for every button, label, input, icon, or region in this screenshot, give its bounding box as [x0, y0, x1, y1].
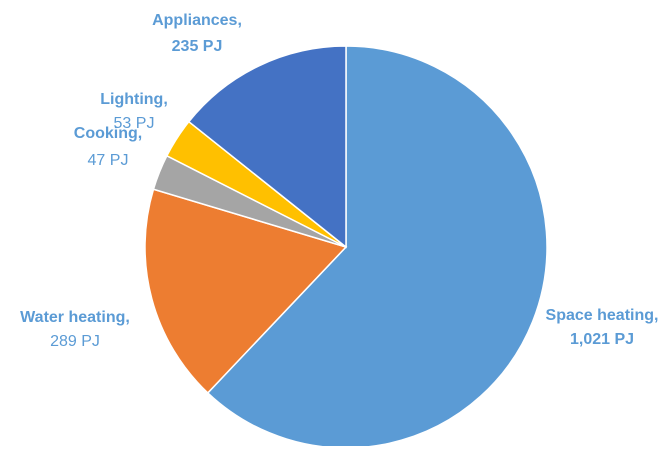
- data-label-lighting: Lighting, 53 PJ: [100, 91, 168, 132]
- data-label-name-cooking: Cooking,: [74, 125, 142, 142]
- data-label-name-space-heating: Space heating,: [546, 307, 659, 324]
- data-label-value-space-heating: 1,021 PJ: [570, 331, 634, 348]
- data-labels: Space heating, 1,021 PJ Water heating, 289 …: [20, 12, 658, 350]
- data-label-value-appliances: 235 PJ: [172, 38, 223, 55]
- data-label-value-water-heating: 289 PJ: [50, 333, 100, 350]
- data-label-space-heating: Space heating, 1,021 PJ: [546, 307, 659, 348]
- data-label-name-appliances: Appliances,: [152, 12, 242, 29]
- data-label-value-lighting: 53 PJ: [114, 115, 155, 132]
- data-label-name-water-heating: Water heating,: [20, 309, 130, 326]
- pie-slice-water-heating: [144, 188, 348, 395]
- data-label-value-cooking: 47 PJ: [88, 152, 129, 169]
- pie-slices: [144, 45, 548, 449]
- pie-slice-appliances: [187, 45, 347, 249]
- pie-slice-space-heating: [206, 45, 548, 449]
- data-label-name-lighting: Lighting,: [100, 91, 168, 108]
- data-label-water-heating: Water heating, 289 PJ: [20, 309, 130, 350]
- data-label-appliances: Appliances, 235 PJ: [152, 12, 242, 55]
- data-label-cooking: Cooking, 47 PJ: [74, 125, 142, 169]
